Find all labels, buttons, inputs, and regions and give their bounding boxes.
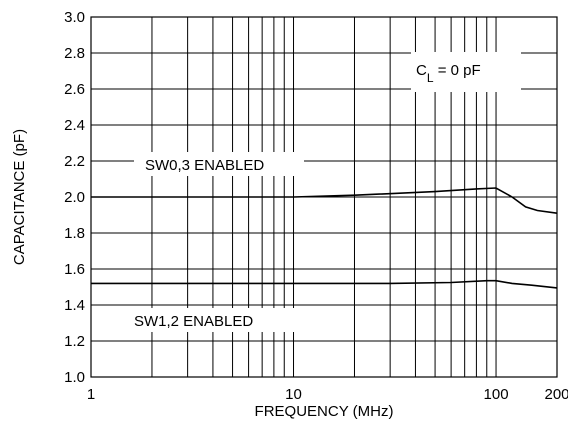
y-tick-label: 1.6 [64, 261, 85, 278]
y-tick-label: 1.8 [64, 225, 85, 242]
y-axis-title: CAPACITANCE (pF) [11, 129, 28, 265]
cl-annotation: CL = 0 pF [416, 62, 481, 85]
series-line-0 [91, 187, 558, 214]
y-tick-label: 2.4 [64, 117, 85, 134]
y-tick-label: 2.6 [64, 81, 85, 98]
series-label-sw12: SW1,2 ENABLED [134, 313, 253, 330]
y-tick-label: 1.2 [64, 333, 85, 350]
series-layer [91, 187, 558, 289]
x-tick-label: 10 [285, 386, 302, 403]
series-label-bg [124, 308, 304, 332]
x-tick-label: 200 [544, 386, 568, 403]
y-tick-label: 1.4 [64, 297, 85, 314]
x-axis-title: FREQUENCY (MHz) [255, 403, 394, 420]
plot-frame [90, 16, 558, 378]
y-tick-label: 3.0 [64, 9, 85, 26]
tick-labels: 1.0 1.2 1.4 1.6 1.8 2.0 2.2 2.4 2.6 2.8 3.0 1 10 100 2… [64, 9, 568, 403]
series-label-bg [134, 152, 304, 176]
x-tick-label: 100 [484, 386, 509, 403]
y-tick-label: 2.8 [64, 45, 85, 62]
series-line-1 [91, 279, 558, 289]
y-tick-label: 2.0 [64, 189, 85, 206]
y-tick-label: 1.0 [64, 369, 85, 386]
x-tick-label: 1 [87, 386, 95, 403]
y-tick-label: 2.2 [64, 153, 85, 170]
cl-annotation-bg [411, 52, 521, 92]
series-label-sw03: SW0,3 ENABLED [145, 157, 264, 174]
